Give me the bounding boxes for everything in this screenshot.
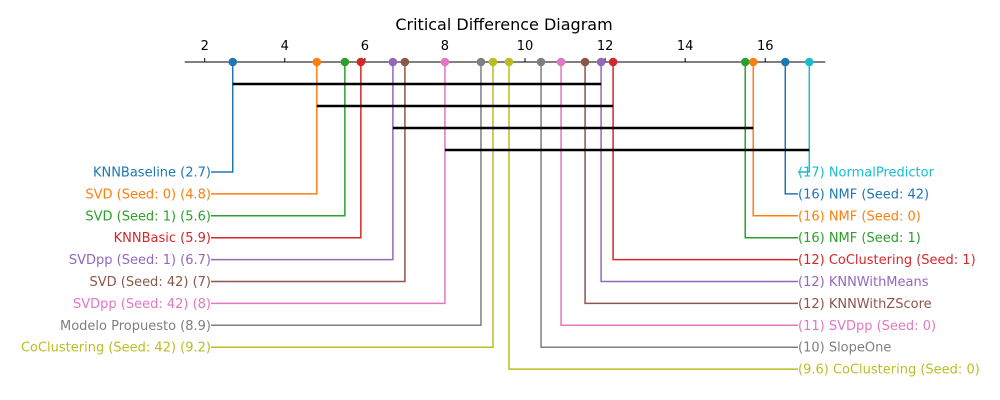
method-label: SVD (Seed: 1) (5.6): [85, 209, 211, 224]
method-label: Modelo Propuesto (8.9): [60, 319, 211, 334]
method-connector: [798, 62, 811, 173]
method-label: (12) KNNWithMeans: [798, 275, 929, 290]
axis-tick-label: 8: [441, 39, 449, 54]
method-connector: [540, 62, 798, 348]
method-connector: [211, 62, 318, 195]
chart-title: Critical Difference Diagram: [395, 15, 612, 34]
axis-tick-label: 6: [361, 39, 369, 54]
method-label: SVD (Seed: 42) (7): [89, 275, 211, 290]
method-label: (9.6) CoClustering (Seed: 0): [798, 363, 980, 378]
method-label: SVDpp (Seed: 1) (6.7): [69, 253, 211, 268]
method-connector: [584, 62, 798, 305]
method-connector: [211, 62, 362, 239]
rank-marker: [340, 57, 350, 67]
method-labels: KNNBaseline (2.7) SVD (Seed: 0) (4.8) SVD …: [21, 166, 980, 378]
method-connector: [612, 62, 798, 261]
method-connector: [744, 62, 798, 239]
rank-marker: [580, 57, 590, 67]
rank-marker: [556, 57, 566, 67]
rank-marker: [440, 57, 450, 67]
method-connector: [752, 62, 798, 217]
method-label: KNNBasic (5.9): [114, 231, 211, 246]
method-label: (12) KNNWithZScore: [798, 297, 932, 312]
method-label: (10) SlopeOne: [798, 341, 891, 356]
method-label: SVDpp (Seed: 42) (8): [73, 297, 211, 312]
rank-marker: [228, 57, 238, 67]
method-label: CoClustering (Seed: 42) (9.2): [21, 341, 211, 356]
method-label: SVD (Seed: 0) (4.8): [85, 187, 211, 202]
axis-tick-label: 2: [201, 39, 209, 54]
rank-marker: [476, 57, 486, 67]
rank-marker: [488, 57, 498, 67]
clique-bars: [232, 82, 810, 152]
rank-marker: [780, 57, 790, 67]
method-label: (12) CoClustering (Seed: 1): [798, 253, 976, 268]
rank-marker: [804, 57, 814, 67]
method-connector: [211, 62, 346, 217]
method-connector: [508, 62, 798, 370]
rank-marker: [740, 57, 750, 67]
method-label: (16) NMF (Seed: 1): [798, 231, 921, 246]
rank-marker: [312, 57, 322, 67]
method-label: (16) NMF (Seed: 0): [798, 209, 921, 224]
method-connectors: [211, 62, 811, 370]
rank-marker: [388, 57, 398, 67]
rank-axis: 2 4 6 8 10 12 14 16: [184, 39, 826, 63]
method-connector: [211, 62, 406, 283]
rank-marker: [596, 57, 606, 67]
method-connector: [211, 62, 394, 261]
rank-markers: [228, 57, 814, 67]
method-label: KNNBaseline (2.7): [93, 166, 211, 181]
method-connector: [560, 62, 798, 327]
rank-marker: [608, 57, 618, 67]
rank-marker: [748, 57, 758, 67]
axis-tick-label: 14: [677, 39, 694, 54]
axis-tick-label: 10: [517, 39, 534, 54]
axis-tick-label: 4: [281, 39, 289, 54]
rank-marker: [536, 57, 546, 67]
rank-marker: [356, 57, 366, 67]
axis-tick-label: 12: [597, 39, 614, 54]
method-label: (11) SVDpp (Seed: 0): [798, 319, 936, 334]
method-connector: [600, 62, 798, 283]
method-label: (17) NormalPredictor: [798, 166, 935, 181]
method-connector: [211, 62, 234, 173]
method-label: (16) NMF (Seed: 42): [798, 187, 929, 202]
method-connector: [211, 62, 494, 348]
method-connector: [211, 62, 446, 305]
rank-marker: [400, 57, 410, 67]
rank-marker: [504, 57, 514, 67]
method-connector: [784, 62, 798, 195]
axis-tick-label: 16: [757, 39, 774, 54]
